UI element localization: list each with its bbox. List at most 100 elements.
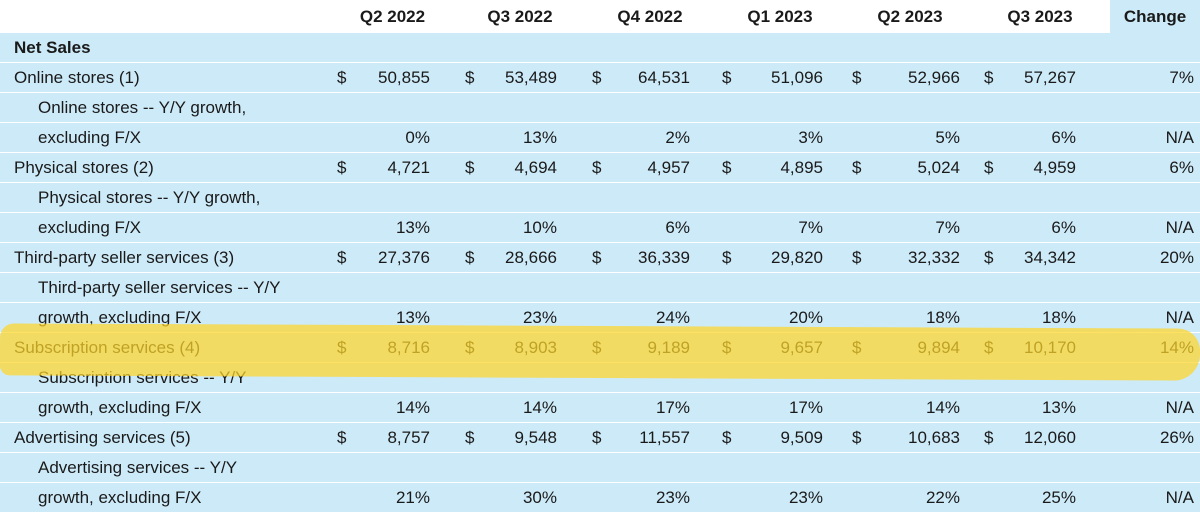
row-label: Third-party seller services (3) <box>14 248 235 267</box>
dollar-sign: $ <box>984 428 994 447</box>
table-row: Third-party seller services -- Y/Y <box>0 273 1200 303</box>
value-cell: 4,959 <box>1033 158 1076 177</box>
section-header-net-sales: Net Sales <box>0 33 1200 63</box>
col-header-q3-2022: Q3 2022 <box>487 7 553 26</box>
value-cell: 14% <box>522 398 557 417</box>
value-cell: 53,489 <box>505 68 557 87</box>
row-label: Physical stores -- Y/Y growth, <box>38 188 261 207</box>
dollar-sign: $ <box>337 338 347 357</box>
change-cell: N/A <box>1165 398 1194 417</box>
dollar-sign: $ <box>337 158 347 177</box>
value-cell: 18% <box>925 308 960 327</box>
table-row: growth, excluding F/X 21% 30% 23% 23% 22% 25% N… <box>0 483 1200 513</box>
dollar-sign: $ <box>984 68 994 87</box>
dollar-sign: $ <box>465 68 475 87</box>
dollar-sign: $ <box>337 68 347 87</box>
value-cell: 32,332 <box>908 248 960 267</box>
table-row: excluding F/X 0% 13% 2% 3% 5% 6% N/A <box>0 123 1200 153</box>
row-label: Third-party seller services -- Y/Y <box>38 278 281 297</box>
dollar-sign: $ <box>852 68 862 87</box>
change-cell: 7% <box>1169 68 1194 87</box>
row-label: Subscription services (4) <box>14 338 201 357</box>
row-label: Advertising services (5) <box>14 428 191 447</box>
value-cell: 20% <box>788 308 823 327</box>
value-cell: 30% <box>522 488 557 507</box>
value-cell: 18% <box>1041 308 1076 327</box>
table-row: Online stores (1) $50,855 $53,489 $64,531 $5… <box>0 63 1200 93</box>
value-cell: 7% <box>798 218 823 237</box>
dollar-sign: $ <box>592 428 602 447</box>
value-cell: 5,024 <box>917 158 960 177</box>
dollar-sign: $ <box>465 338 475 357</box>
value-cell: 29,820 <box>771 248 823 267</box>
value-cell: 9,548 <box>514 428 557 447</box>
value-cell: 34,342 <box>1024 248 1076 267</box>
value-cell: 24% <box>655 308 690 327</box>
value-cell: 2% <box>665 128 690 147</box>
value-cell: 9,509 <box>780 428 823 447</box>
row-label: excluding F/X <box>38 128 141 147</box>
value-cell: 13% <box>1041 398 1076 417</box>
dollar-sign: $ <box>852 248 862 267</box>
value-cell: 27,376 <box>378 248 430 267</box>
value-cell: 6% <box>665 218 690 237</box>
row-label: Subscription services -- Y/Y <box>38 368 247 387</box>
table-row: growth, excluding F/X 14% 14% 17% 17% 14% 13% N… <box>0 393 1200 423</box>
dollar-sign: $ <box>337 248 347 267</box>
value-cell: 4,694 <box>514 158 557 177</box>
value-cell: 17% <box>655 398 690 417</box>
change-cell: 20% <box>1159 248 1194 267</box>
value-cell: 23% <box>522 308 557 327</box>
value-cell: 23% <box>655 488 690 507</box>
change-cell: 6% <box>1169 158 1194 177</box>
value-cell: 13% <box>395 308 430 327</box>
dollar-sign: $ <box>465 428 475 447</box>
row-label: Advertising services -- Y/Y <box>38 458 238 477</box>
dollar-sign: $ <box>852 338 862 357</box>
dollar-sign: $ <box>852 158 862 177</box>
change-cell: N/A <box>1165 218 1194 237</box>
table-row: Third-party seller services (3) $27,376 $2… <box>0 243 1200 273</box>
dollar-sign: $ <box>722 338 732 357</box>
col-header-q1-2023: Q1 2023 <box>747 7 813 26</box>
table-row: Advertising services (5) $8,757 $9,548 $11,… <box>0 423 1200 453</box>
table-body: Online stores (1) $50,855 $53,489 $64,531 $5… <box>0 63 1200 513</box>
header-row: Q2 2022 Q3 2022 Q4 2022 Q1 2023 Q2 2023 … <box>0 0 1200 33</box>
table-row: excluding F/X 13% 10% 6% 7% 7% 6% N/A <box>0 213 1200 243</box>
table-row: Physical stores (2) $4,721 $4,694 $4,957 $4,… <box>0 153 1200 183</box>
value-cell: 28,666 <box>505 248 557 267</box>
value-cell: 52,966 <box>908 68 960 87</box>
value-cell: 4,721 <box>387 158 430 177</box>
row-label: Online stores (1) <box>14 68 140 87</box>
value-cell: 14% <box>395 398 430 417</box>
dollar-sign: $ <box>592 248 602 267</box>
col-header-q2-2023: Q2 2023 <box>877 7 943 26</box>
dollar-sign: $ <box>852 428 862 447</box>
dollar-sign: $ <box>722 68 732 87</box>
section-title: Net Sales <box>14 38 91 57</box>
value-cell: 4,957 <box>647 158 690 177</box>
value-cell: 36,339 <box>638 248 690 267</box>
value-cell: 57,267 <box>1024 68 1076 87</box>
change-cell: N/A <box>1165 488 1194 507</box>
value-cell: 22% <box>925 488 960 507</box>
value-cell: 5% <box>935 128 960 147</box>
dollar-sign: $ <box>984 158 994 177</box>
value-cell: 9,189 <box>647 338 690 357</box>
value-cell: 10,683 <box>908 428 960 447</box>
col-header-q3-2023: Q3 2023 <box>1007 7 1073 26</box>
table-row: Subscription services -- Y/Y <box>0 363 1200 393</box>
dollar-sign: $ <box>722 158 732 177</box>
value-cell: 21% <box>395 488 430 507</box>
change-cell: 26% <box>1159 428 1194 447</box>
value-cell: 6% <box>1051 218 1076 237</box>
change-cell: 14% <box>1159 338 1194 357</box>
table-row: Physical stores -- Y/Y growth, <box>0 183 1200 213</box>
value-cell: 9,894 <box>917 338 960 357</box>
value-cell: 4,895 <box>780 158 823 177</box>
value-cell: 14% <box>925 398 960 417</box>
row-label: growth, excluding F/X <box>38 488 202 507</box>
dollar-sign: $ <box>337 428 347 447</box>
value-cell: 12,060 <box>1024 428 1076 447</box>
